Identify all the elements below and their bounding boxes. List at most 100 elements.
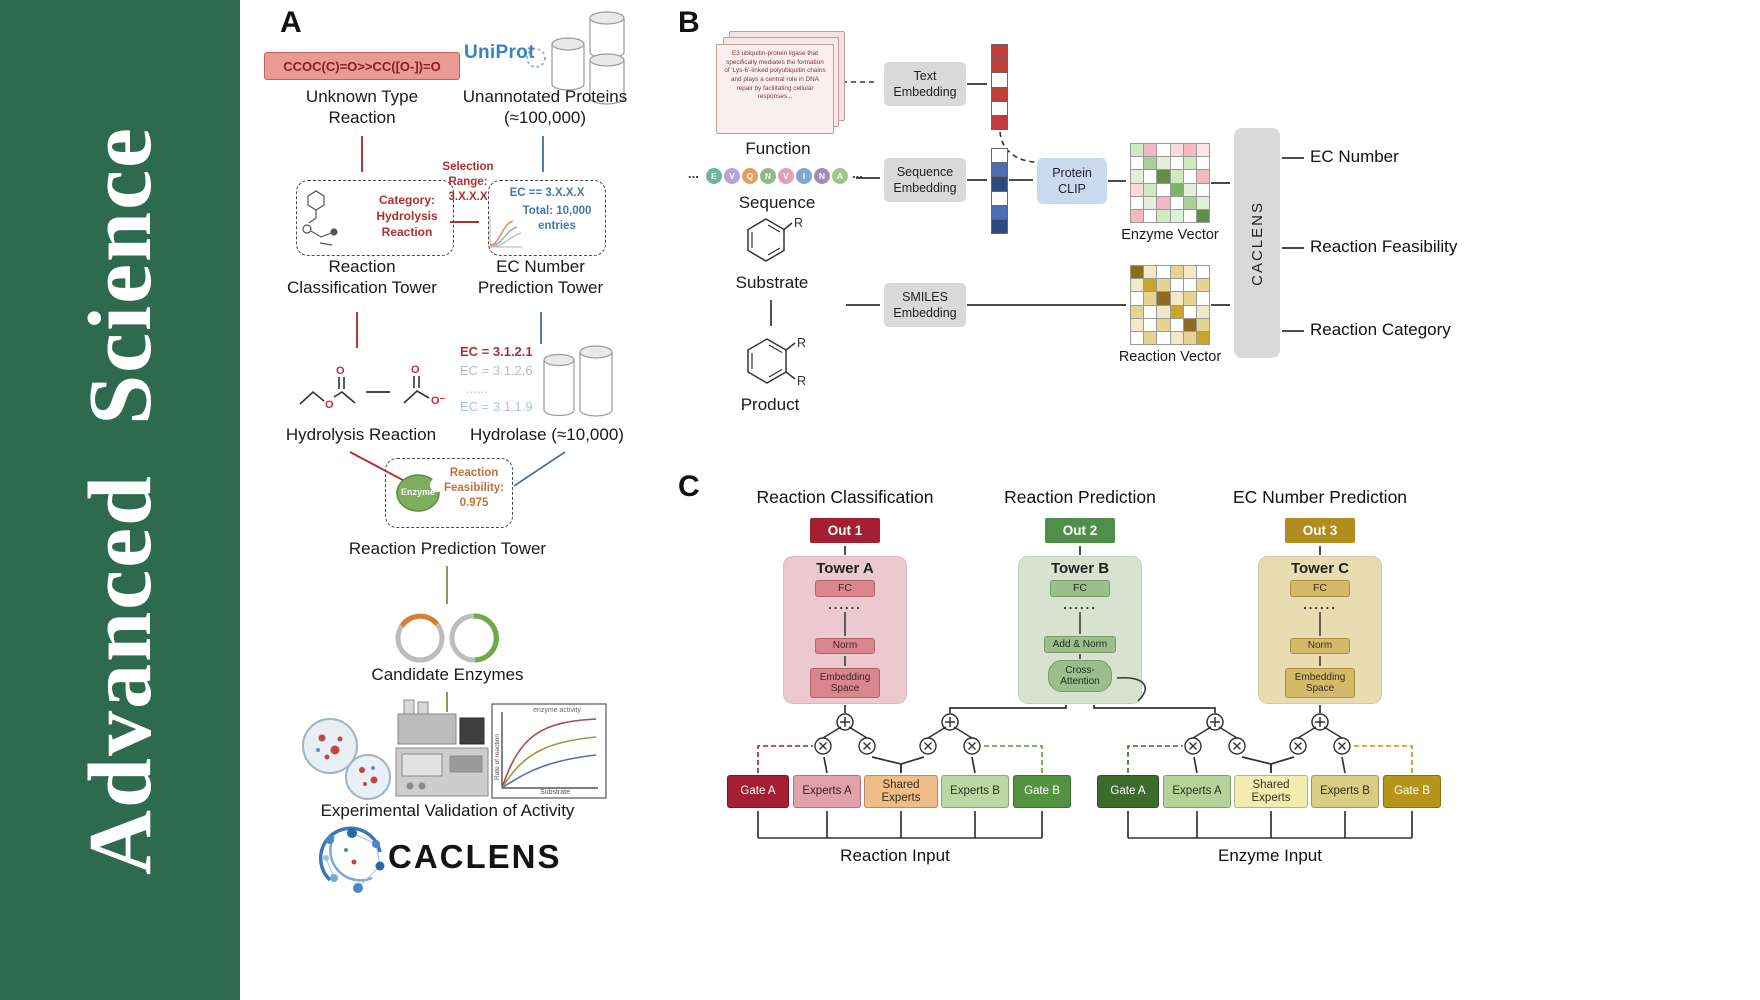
text-embedding-box: Text Embedding xyxy=(884,62,966,106)
selection-range-text: Selection Range: 3.X.X.X xyxy=(442,161,494,203)
tower-b-dots: ...... xyxy=(1063,597,1097,612)
ec-total-text: Total: 10,000 entries xyxy=(522,205,592,232)
substituent-r: R xyxy=(794,216,803,230)
ester-molecule-icon xyxy=(299,377,356,405)
tower-a-embedding: Embedding Space xyxy=(810,668,880,698)
atom-o: O xyxy=(336,365,345,377)
sequence-ellipsis: ... xyxy=(688,166,699,181)
out1-box: Out 1 xyxy=(810,518,880,543)
gate-a-left-box: Gate A xyxy=(727,775,789,808)
atom-o-minus: O⁻ xyxy=(431,395,446,407)
reaction-input-label: Reaction Input xyxy=(840,846,950,865)
enzyme-input-label: Enzyme Input xyxy=(1218,846,1322,865)
enzyme-vector-label: Enzyme Vector xyxy=(1121,227,1219,243)
ec-filter-text: EC == 3.X.X.X xyxy=(509,187,585,199)
tower-c-fc: FC xyxy=(1290,580,1350,597)
shared-experts-left-box: Shared Experts xyxy=(864,775,938,808)
column-title-reaction-classification: Reaction Classification xyxy=(756,487,934,507)
tower-c-title: Tower C xyxy=(1290,560,1350,577)
out3-box: Out 3 xyxy=(1285,518,1355,543)
hydrolase-database-icon xyxy=(543,345,613,417)
hplc-instrument-icon xyxy=(395,699,489,797)
feasibility-label: Reaction Feasibility: xyxy=(443,467,505,494)
protein-clip-box: Protein CLIP xyxy=(1037,158,1107,204)
tower-c-norm: Norm xyxy=(1290,638,1350,654)
reaction-smiles-box: CCOC(C)=O>>CC([O-])=O xyxy=(264,52,460,80)
gate-b-left-box: Gate B xyxy=(1013,775,1071,808)
prediction-tower-label: Reaction Prediction Tower xyxy=(348,539,547,558)
ec-list-item: EC = 3.1.2.1 xyxy=(460,344,533,359)
experts-b-right-box: Experts B xyxy=(1311,775,1379,808)
experts-a-left-box: Experts A xyxy=(793,775,861,808)
product-molecule-icon xyxy=(747,338,796,384)
column-title-reaction-prediction: Reaction Prediction xyxy=(1004,487,1156,507)
tower-a-title: Tower A xyxy=(816,560,874,577)
substrate-molecule-icon xyxy=(747,218,793,262)
experts-a-right-box: Experts A xyxy=(1163,775,1231,808)
gate-a-right-box: Gate A xyxy=(1097,775,1159,808)
atom-o: O xyxy=(411,364,420,376)
function-card: E3 ubiquitin-protein ligase that specifi… xyxy=(716,44,834,134)
candidate-enzymes-label: Candidate Enzymes xyxy=(371,665,524,684)
tower-b-add-norm: Add & Norm xyxy=(1044,636,1116,653)
panel-a-label: A xyxy=(280,6,302,39)
tower-a-dots: ...... xyxy=(828,597,862,612)
graph-xlabel: Substrate xyxy=(540,789,570,796)
activity-graph-icon xyxy=(491,703,607,799)
panel-a-graphics: O O O O⁻ xyxy=(299,11,625,893)
unknown-reaction-label: Unknown Type Reaction xyxy=(305,87,419,128)
ec-list-item: EC = 3.1.1.9 xyxy=(460,399,533,414)
ec-selection-box xyxy=(488,180,606,256)
plasmid-icons xyxy=(395,613,499,663)
smiles-embedding-box: SMILES Embedding xyxy=(884,283,966,327)
substituent-r: R xyxy=(797,374,806,388)
output-reaction-category: Reaction Category xyxy=(1310,320,1451,339)
graph-ylabel: Rate of reaction xyxy=(494,734,501,780)
product-label: Product xyxy=(740,395,800,414)
enzyme-vector-matrix xyxy=(1130,143,1210,223)
ec-list-item: EC = 3.1.2.6 xyxy=(460,363,533,378)
panel-c-label: C xyxy=(678,470,700,503)
ec-tower-label: EC Number Prediction Tower xyxy=(477,257,604,298)
feasibility-value: 0.975 xyxy=(459,496,489,509)
uniprot-logo: UniProt xyxy=(464,42,535,63)
multiply-nodes xyxy=(814,737,1351,755)
tower-b-cross-attention: Cross-Attention xyxy=(1048,660,1112,692)
shared-experts-right-box: Shared Experts xyxy=(1234,775,1308,808)
tower-c-dots: ...... xyxy=(1303,597,1337,612)
sequence-label: Sequence xyxy=(738,193,816,212)
output-reaction-feasibility: Reaction Feasibility xyxy=(1310,237,1458,256)
unannotated-proteins-label: Unannotated Proteins (≈100,000) xyxy=(462,87,628,128)
category-text: Category: Hydrolysis Reaction xyxy=(376,193,438,240)
reaction-vector-label: Reaction Vector xyxy=(1118,349,1222,365)
classification-output-box xyxy=(296,180,454,256)
tower-a-fc: FC xyxy=(815,580,875,597)
caclens-module-box: CACLENS xyxy=(1234,128,1280,358)
feasibility-text: Reaction Feasibility: 0.975 xyxy=(440,466,508,511)
microscopy-sample-icons xyxy=(302,718,391,800)
reaction-vector-matrix xyxy=(1130,265,1210,345)
sum-nodes xyxy=(836,713,1329,731)
function-label: Function xyxy=(745,139,811,158)
out2-box: Out 2 xyxy=(1045,518,1115,543)
tower-a-norm: Norm xyxy=(815,638,875,654)
atom-o: O xyxy=(325,399,334,411)
sequence-ellipsis: ... xyxy=(852,166,863,181)
enzyme-blob-label: Enzyme xyxy=(400,487,435,497)
text-embedding-vector xyxy=(991,44,1008,130)
ec-list-item: ...... xyxy=(466,381,488,396)
tower-b-fc: FC xyxy=(1050,580,1110,597)
column-title-ec-number-prediction: EC Number Prediction xyxy=(1232,487,1408,507)
graph-title: enzyme activity xyxy=(533,707,581,714)
feasibility-box xyxy=(385,458,513,528)
tower-c-embedding: Embedding Space xyxy=(1285,668,1355,698)
experts-b-left-box: Experts B xyxy=(941,775,1009,808)
caclens-wordmark: CACLENS xyxy=(388,838,562,875)
caclens-module-label: CACLENS xyxy=(1248,200,1266,286)
hydrolysis-reaction-label: Hydrolysis Reaction xyxy=(285,425,437,444)
acetate-molecule-icon xyxy=(403,376,430,404)
output-ec-number: EC Number xyxy=(1310,147,1399,166)
tower-b-title: Tower B xyxy=(1050,560,1110,577)
